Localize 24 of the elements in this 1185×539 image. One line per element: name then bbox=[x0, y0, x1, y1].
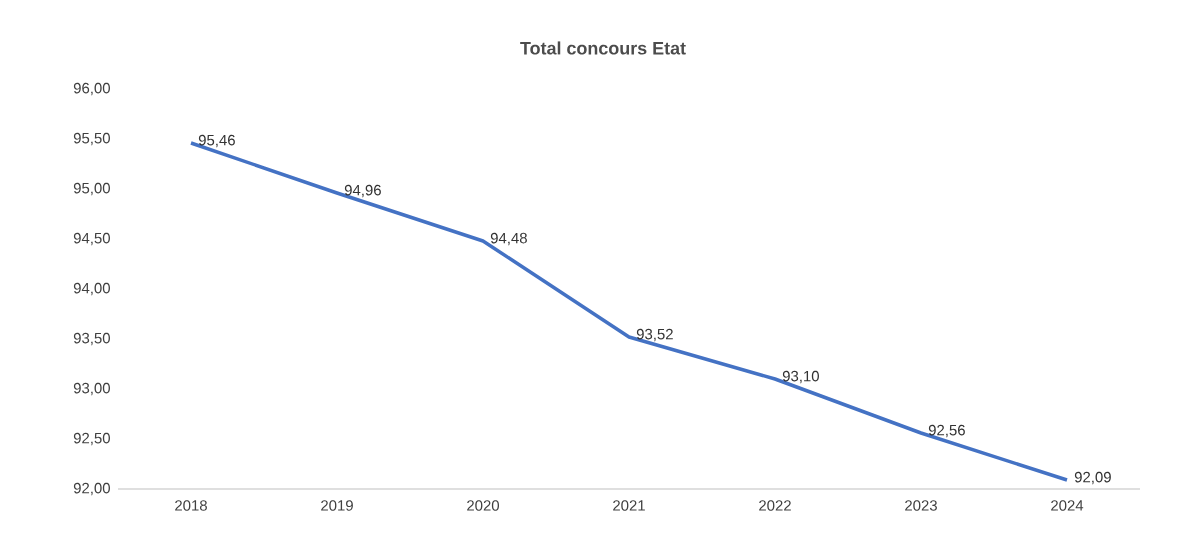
x-tick-label: 2020 bbox=[467, 500, 500, 511]
x-tick-label: 2018 bbox=[175, 500, 207, 511]
data-label: 94,96 bbox=[344, 184, 381, 198]
y-tick-label: 94,50 bbox=[73, 232, 110, 246]
y-tick-label: 95,50 bbox=[73, 132, 110, 146]
data-label: 93,52 bbox=[636, 328, 673, 342]
x-tick-label: 2021 bbox=[613, 500, 645, 511]
data-label: 92,09 bbox=[1074, 471, 1111, 485]
x-tick-label: 2024 bbox=[1051, 500, 1084, 511]
x-tick-label: 2023 bbox=[905, 500, 937, 511]
y-tick-label: 95,00 bbox=[73, 182, 110, 196]
x-tick-label: 2019 bbox=[321, 500, 353, 511]
data-label: 93,10 bbox=[782, 370, 819, 384]
y-tick-label: 94,00 bbox=[73, 282, 110, 296]
y-tick-label: 96,00 bbox=[73, 82, 110, 96]
data-label: 94,48 bbox=[490, 232, 527, 246]
y-tick-label: 92,50 bbox=[73, 432, 110, 446]
y-tick-label: 93,50 bbox=[73, 332, 110, 346]
data-label: 92,56 bbox=[928, 424, 965, 438]
chart-title: Total concours Etat bbox=[520, 41, 686, 55]
y-tick-label: 93,00 bbox=[73, 382, 110, 396]
x-tick-label: 2022 bbox=[759, 500, 791, 511]
data-label: 95,46 bbox=[198, 134, 235, 148]
y-tick-label: 92,00 bbox=[73, 482, 110, 496]
